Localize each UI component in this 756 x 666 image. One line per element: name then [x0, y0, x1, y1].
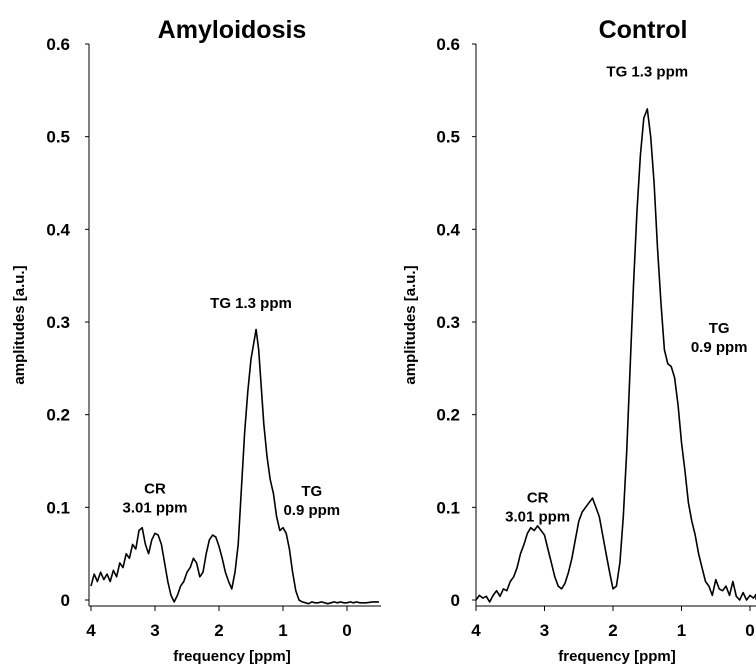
y-tick-label: 0.6	[46, 35, 70, 54]
y-tick-label: 0.3	[436, 313, 460, 332]
peak-annotation: 3.01 ppm	[122, 499, 187, 516]
x-tick-label: 2	[214, 621, 223, 640]
x-tick-label: 1	[677, 621, 686, 640]
peak-annotation: 0.9 ppm	[691, 339, 748, 356]
chart-title: Amyloidosis	[158, 16, 307, 44]
y-tick-label: 0	[451, 591, 460, 610]
peak-annotation: TG 1.3 ppm	[210, 295, 292, 312]
spectrum-line	[475, 108, 756, 603]
x-tick-label: 4	[86, 621, 96, 640]
peak-annotation: CR	[527, 490, 549, 507]
y-tick-label: 0.4	[436, 220, 460, 239]
peak-annotation: 0.9 ppm	[283, 502, 340, 519]
peak-annotation: TG	[709, 320, 730, 337]
panel-control: Control amplitudes [a.u.] frequency [ppm…	[402, 16, 756, 665]
x-tick-label: 1	[278, 621, 287, 640]
x-tick-label: 3	[540, 621, 549, 640]
x-tick-label: 3	[150, 621, 159, 640]
chart-title: Control	[599, 16, 688, 44]
x-tick-label: 0	[745, 621, 754, 640]
peak-annotation: CR	[144, 480, 166, 497]
y-tick-label: 0.6	[436, 35, 460, 54]
y-axis-label: amplitudes [a.u.]	[11, 265, 28, 384]
y-axis-label: amplitudes [a.u.]	[402, 265, 419, 384]
y-tick-label: 0.4	[46, 220, 70, 239]
y-tick-label: 0.5	[436, 128, 460, 147]
y-tick-label: 0.5	[46, 128, 70, 147]
spectrum-line	[90, 328, 379, 605]
y-tick-label: 0.2	[46, 406, 70, 425]
x-tick-label: 0	[342, 621, 351, 640]
x-axis-label: frequency [ppm]	[558, 648, 676, 665]
panel-amyloidosis: Amyloidosis amplitudes [a.u.] frequency …	[11, 16, 381, 665]
y-tick-label: 0.2	[436, 406, 460, 425]
y-tick-label: 0.1	[46, 498, 70, 517]
x-tick-label: 2	[608, 621, 617, 640]
y-tick-label: 0.1	[436, 498, 460, 517]
peak-annotation: 3.01 ppm	[505, 509, 570, 526]
x-tick-label: 4	[471, 621, 481, 640]
y-tick-label: 0	[61, 591, 70, 610]
peak-annotation: TG	[301, 483, 322, 500]
y-tick-label: 0.3	[46, 313, 70, 332]
x-axis-label: frequency [ppm]	[173, 648, 291, 665]
peak-annotation: TG 1.3 ppm	[606, 63, 688, 80]
